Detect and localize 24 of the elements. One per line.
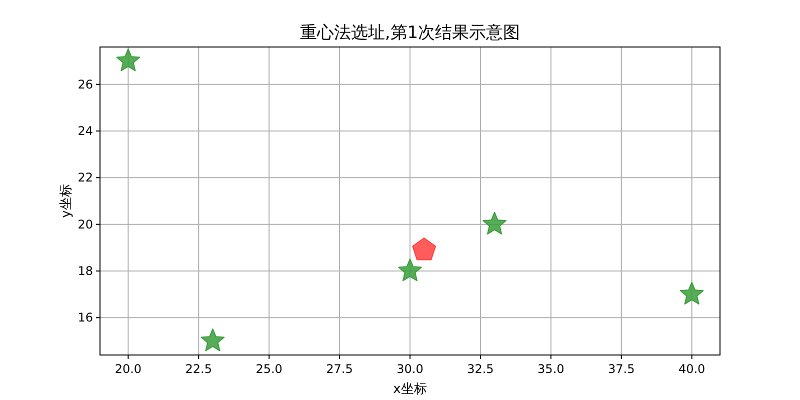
y-tick-label: 24 [78,124,93,138]
point [482,212,506,235]
y-tick-label: 16 [78,310,93,325]
x-tick-label: 22.5 [185,362,212,376]
y-tick-label: 26 [78,77,93,92]
x-axis-title: x坐标 [393,382,427,397]
x-tick-label: 27.5 [326,362,353,376]
y-tick-label: 20 [78,217,93,232]
point [116,48,140,72]
y-axis-title: y坐标 [59,184,74,218]
x-tick-label: 40.0 [678,362,706,376]
x-tick-label: 35.0 [538,362,564,376]
x-tick-label: 30.0 [396,362,424,376]
x-tick-label: 37.5 [608,362,635,376]
y-tick-label: 18 [78,264,93,278]
point [200,328,225,352]
x-tick-label: 32.5 [467,362,494,376]
chart-title: 重心法选址,第1次结果示意图 [300,23,520,43]
point [398,258,422,282]
point [680,282,704,305]
point [412,238,436,260]
y-tick-label: 22 [78,170,93,185]
x-tick-label: 25.0 [256,362,282,376]
x-tick-label: 20.0 [114,362,142,376]
